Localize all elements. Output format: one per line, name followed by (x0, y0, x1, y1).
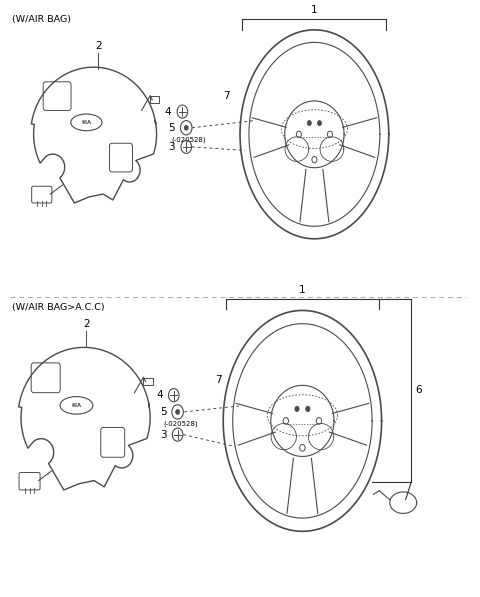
Text: 2: 2 (95, 41, 102, 51)
Text: (W/AIR BAG): (W/AIR BAG) (12, 15, 71, 24)
Circle shape (295, 407, 299, 411)
Text: 4: 4 (165, 107, 171, 116)
Circle shape (317, 121, 322, 125)
Circle shape (176, 410, 180, 414)
Text: 7: 7 (223, 91, 230, 100)
Text: (-020528): (-020528) (172, 137, 206, 143)
Circle shape (184, 125, 188, 130)
Bar (144, 378, 153, 385)
Bar (150, 96, 159, 103)
Text: 2: 2 (83, 319, 90, 328)
Text: 7: 7 (215, 376, 222, 385)
Text: KIA: KIA (81, 120, 92, 125)
Text: KIA: KIA (72, 403, 82, 408)
Text: 5: 5 (168, 123, 175, 133)
Text: 1: 1 (311, 5, 318, 15)
Text: 6: 6 (416, 385, 422, 395)
Text: 4: 4 (156, 390, 163, 400)
Text: 3: 3 (168, 142, 175, 152)
Text: 3: 3 (160, 430, 167, 439)
Text: 1: 1 (299, 285, 306, 294)
Text: (W/AIR BAG>A.C.C): (W/AIR BAG>A.C.C) (12, 303, 105, 312)
Circle shape (306, 407, 310, 411)
Circle shape (307, 121, 312, 125)
Text: 5: 5 (160, 407, 167, 417)
Text: (-020528): (-020528) (163, 421, 198, 427)
